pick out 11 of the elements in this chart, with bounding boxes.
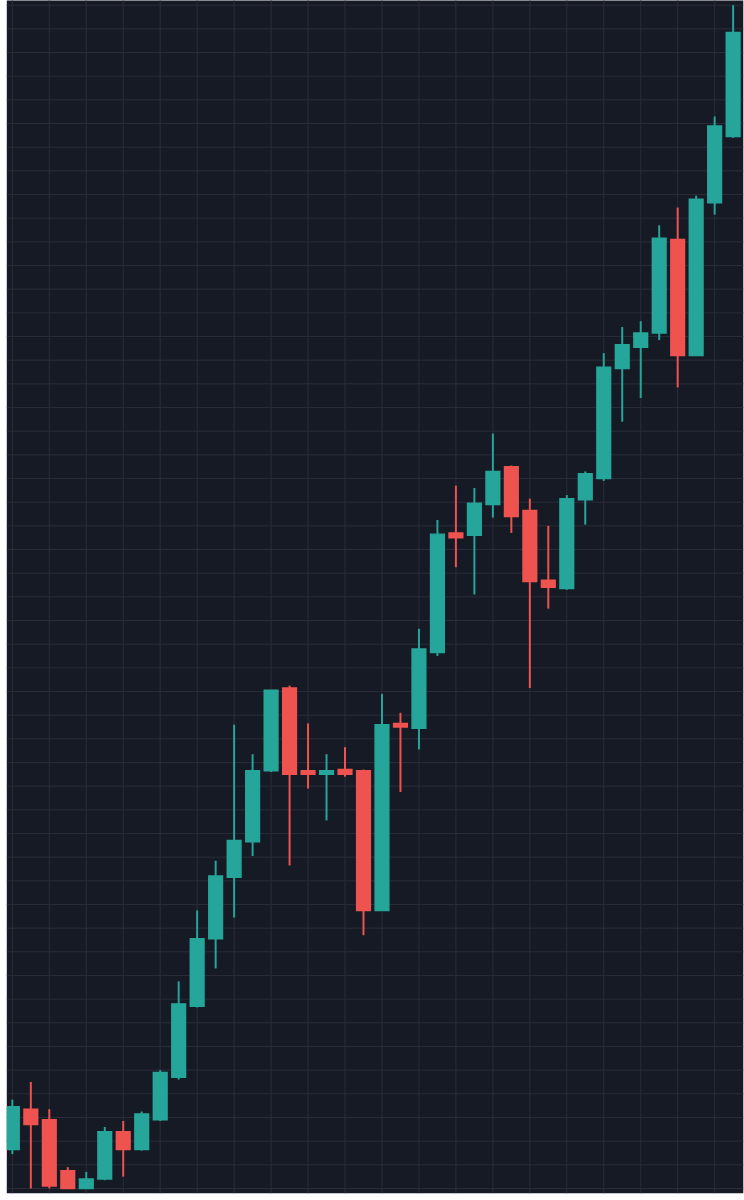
candlestick: [614, 326, 630, 423]
candlestick: [540, 524, 557, 610]
candlestick: [115, 1120, 131, 1178]
candlestick: [448, 484, 464, 569]
candlestick: [392, 711, 409, 794]
candlestick: [23, 1080, 39, 1190]
candlestick: [319, 753, 335, 822]
candlestick: [300, 722, 316, 790]
candlestick: [633, 320, 649, 400]
candlestick: [337, 746, 353, 778]
candlestick: [60, 1166, 76, 1190]
